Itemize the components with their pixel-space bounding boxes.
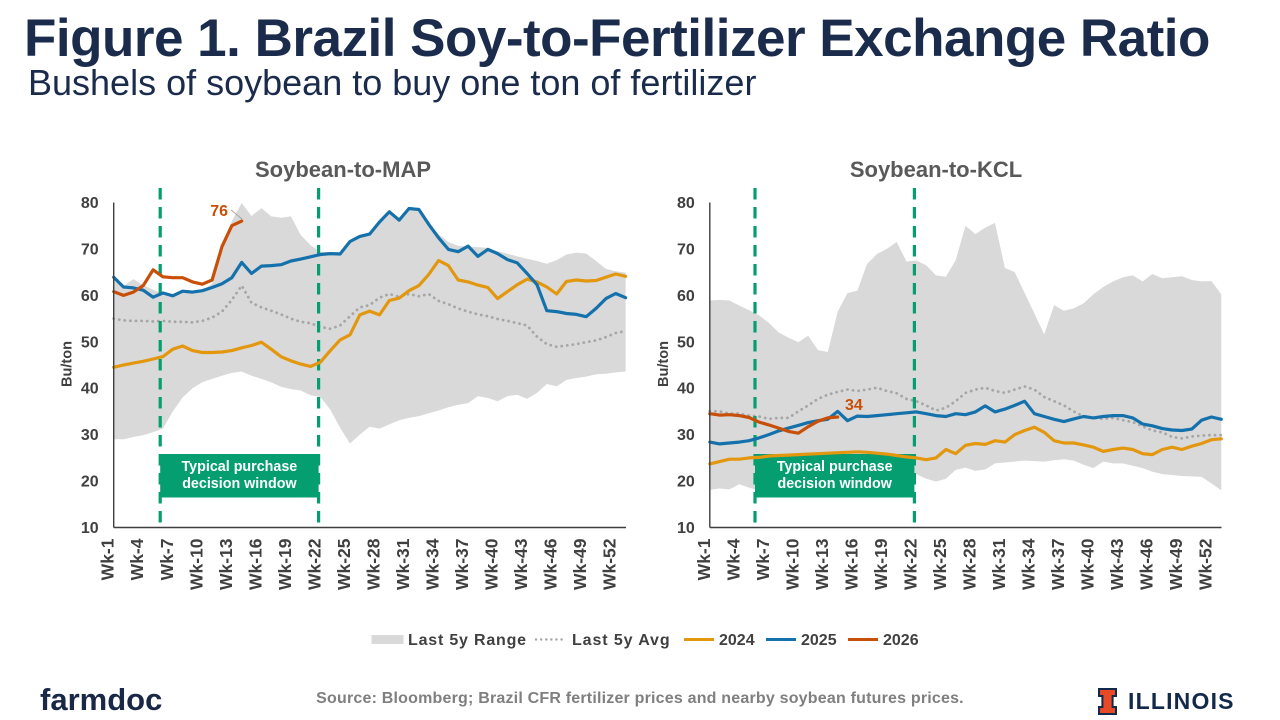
svg-text:Wk-46: Wk-46 (541, 538, 561, 590)
svg-text:60: 60 (81, 288, 99, 305)
svg-text:Wk-4: Wk-4 (723, 538, 743, 580)
svg-text:40: 40 (677, 381, 695, 398)
svg-text:76: 76 (210, 203, 228, 220)
svg-text:Wk-22: Wk-22 (900, 538, 920, 590)
svg-text:20: 20 (81, 474, 99, 491)
svg-text:Wk-52: Wk-52 (600, 538, 620, 590)
svg-text:Wk-43: Wk-43 (511, 538, 531, 590)
svg-text:decision window: decision window (182, 476, 297, 492)
svg-text:Typical purchase: Typical purchase (182, 459, 298, 475)
svg-text:Wk-28: Wk-28 (959, 538, 979, 590)
svg-text:Wk-37: Wk-37 (452, 539, 472, 591)
svg-text:Wk-40: Wk-40 (1077, 538, 1097, 590)
svg-text:Wk-46: Wk-46 (1136, 538, 1156, 590)
svg-text:2024: 2024 (719, 632, 755, 649)
svg-text:70: 70 (677, 241, 695, 258)
svg-text:Soybean-to-MAP: Soybean-to-MAP (255, 157, 431, 182)
svg-text:Last 5y Avg: Last 5y Avg (572, 632, 671, 649)
svg-text:Typical purchase: Typical purchase (777, 459, 893, 475)
svg-text:Wk-19: Wk-19 (871, 538, 891, 590)
svg-text:Wk-16: Wk-16 (841, 538, 861, 590)
svg-text:Wk-7: Wk-7 (753, 539, 773, 581)
svg-text:decision window: decision window (778, 476, 893, 492)
svg-text:60: 60 (677, 288, 695, 305)
svg-text:Wk-31: Wk-31 (989, 538, 1009, 590)
svg-text:2026: 2026 (883, 632, 919, 649)
svg-text:Wk-10: Wk-10 (782, 538, 802, 590)
svg-text:50: 50 (677, 334, 695, 351)
svg-text:Wk-34: Wk-34 (1018, 538, 1038, 590)
svg-text:Wk-28: Wk-28 (364, 538, 384, 590)
svg-text:ILLINOIS: ILLINOIS (1128, 688, 1235, 714)
svg-text:10: 10 (677, 520, 695, 537)
svg-text:Wk-13: Wk-13 (216, 538, 236, 590)
svg-text:Wk-31: Wk-31 (393, 538, 413, 590)
svg-text:Wk-40: Wk-40 (482, 538, 502, 590)
svg-text:2025: 2025 (801, 632, 837, 649)
svg-text:Wk-25: Wk-25 (334, 538, 354, 590)
svg-text:20: 20 (677, 474, 695, 491)
svg-text:Wk-43: Wk-43 (1107, 538, 1127, 590)
svg-text:Last 5y Range: Last 5y Range (408, 632, 527, 649)
svg-text:Wk-52: Wk-52 (1195, 538, 1215, 590)
svg-text:Bu/ton: Bu/ton (60, 341, 76, 387)
svg-text:50: 50 (81, 334, 99, 351)
svg-text:10: 10 (81, 520, 99, 537)
svg-text:34: 34 (845, 397, 863, 414)
svg-text:Wk-1: Wk-1 (694, 538, 714, 580)
svg-text:Soybean-to-KCL: Soybean-to-KCL (850, 157, 1022, 182)
svg-text:Wk-13: Wk-13 (812, 538, 832, 590)
svg-text:Wk-16: Wk-16 (245, 538, 265, 590)
svg-text:Bu/ton: Bu/ton (656, 341, 672, 387)
svg-text:30: 30 (677, 427, 695, 444)
svg-text:Wk-1: Wk-1 (98, 538, 118, 580)
svg-text:Wk-19: Wk-19 (275, 538, 295, 590)
svg-text:30: 30 (81, 427, 99, 444)
svg-text:Wk-49: Wk-49 (1166, 538, 1186, 590)
svg-text:Wk-25: Wk-25 (930, 538, 950, 590)
svg-text:70: 70 (81, 241, 99, 258)
svg-text:Wk-37: Wk-37 (1048, 539, 1068, 591)
svg-text:80: 80 (677, 195, 695, 212)
svg-text:Wk-7: Wk-7 (157, 539, 177, 581)
svg-text:80: 80 (81, 195, 99, 212)
svg-text:Wk-22: Wk-22 (304, 538, 324, 590)
svg-text:Wk-10: Wk-10 (186, 538, 206, 590)
svg-text:40: 40 (81, 381, 99, 398)
svg-text:Wk-34: Wk-34 (423, 538, 443, 590)
svg-text:Wk-4: Wk-4 (127, 538, 147, 580)
svg-text:Wk-49: Wk-49 (570, 538, 590, 590)
